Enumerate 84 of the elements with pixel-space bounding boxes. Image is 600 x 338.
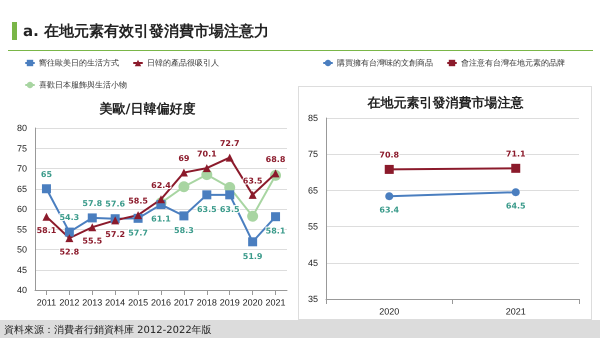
data-label: 69 bbox=[178, 154, 190, 164]
point bbox=[42, 212, 50, 221]
x-tick-label: 2020 bbox=[379, 306, 400, 316]
y-tick-label: 65 bbox=[16, 184, 27, 194]
y-tick-label: 35 bbox=[308, 294, 318, 304]
y-tick-label: 80 bbox=[16, 123, 27, 133]
point bbox=[511, 164, 520, 173]
data-label: 70.1 bbox=[196, 150, 218, 159]
data-label: 62.4 bbox=[151, 180, 172, 190]
data-label: 72.7 bbox=[220, 139, 240, 148]
point bbox=[202, 164, 211, 172]
data-label: 57.2 bbox=[105, 230, 126, 239]
point bbox=[247, 210, 258, 222]
chart-title: 美歐/日韓偏好度 bbox=[98, 101, 196, 117]
y-tick-label: 40 bbox=[16, 285, 27, 295]
source-note: 資料來源：消費者行銷資料庫 2012-2022年版 bbox=[4, 324, 212, 337]
x-tick-label: 2019 bbox=[220, 298, 240, 308]
legend-label: 購買擁有台灣味的文創商品 bbox=[337, 58, 433, 68]
x-tick-label: 2021 bbox=[266, 298, 286, 308]
y-tick-label: 55 bbox=[16, 224, 27, 234]
point bbox=[202, 190, 212, 200]
legend-label: 嚮往歐美日的生活方式 bbox=[39, 58, 119, 68]
point bbox=[248, 190, 257, 199]
point bbox=[65, 234, 74, 242]
y-tick-label: 85 bbox=[308, 113, 318, 123]
data-label: 71.1 bbox=[506, 149, 526, 158]
x-tick-label: 2018 bbox=[196, 298, 217, 308]
point bbox=[180, 168, 188, 177]
data-label: 55.5 bbox=[82, 236, 103, 246]
point bbox=[134, 211, 142, 220]
y-tick-label: 70 bbox=[16, 164, 27, 174]
y-tick-label: 75 bbox=[308, 149, 318, 160]
point bbox=[64, 228, 74, 237]
data-label: 58.3 bbox=[174, 226, 194, 235]
point bbox=[88, 223, 96, 232]
legend-label: 會注意有台灣在地元素的品牌 bbox=[461, 58, 565, 68]
data-label: 52.8 bbox=[59, 248, 80, 257]
y-tick-label: 75 bbox=[16, 143, 27, 154]
x-tick-label: 2021 bbox=[506, 306, 526, 316]
y-tick-label: 45 bbox=[308, 258, 318, 268]
data-label: 65 bbox=[40, 170, 52, 179]
y-tick-label: 60 bbox=[16, 204, 27, 214]
data-label: 57.6 bbox=[105, 200, 126, 209]
data-label: 58.1 bbox=[266, 226, 286, 236]
x-tick-label: 2017 bbox=[174, 298, 194, 308]
point bbox=[225, 190, 234, 200]
point bbox=[42, 184, 51, 194]
y-tick-label: 50 bbox=[16, 244, 27, 254]
text: a. 在地元素有效引發消費市場注意力 bbox=[12, 22, 270, 40]
x-tick-label: 2014 bbox=[105, 298, 126, 308]
point bbox=[157, 195, 165, 204]
point bbox=[272, 169, 280, 178]
x-tick-label: 2015 bbox=[128, 298, 148, 308]
point bbox=[271, 212, 280, 222]
data-label: 51.9 bbox=[242, 252, 263, 261]
chart-title: 在地元素引發消費市場注意 bbox=[366, 95, 524, 111]
y-tick-label: 45 bbox=[16, 264, 27, 275]
data-label: 58.1 bbox=[36, 226, 57, 236]
point bbox=[248, 237, 258, 246]
data-label: 64.5 bbox=[506, 202, 526, 211]
point bbox=[88, 213, 97, 222]
data-label: 63.4 bbox=[379, 206, 400, 215]
data-label: 58.5 bbox=[128, 196, 148, 206]
point bbox=[179, 211, 188, 220]
point bbox=[512, 188, 520, 196]
point bbox=[385, 192, 394, 200]
data-label: 68.8 bbox=[266, 154, 286, 164]
x-tick-label: 2011 bbox=[36, 298, 56, 308]
point bbox=[384, 164, 394, 174]
point bbox=[226, 154, 234, 162]
y-tick-label: 65 bbox=[308, 185, 318, 196]
x-tick-label: 2020 bbox=[242, 298, 263, 308]
x-tick-label: 2013 bbox=[82, 298, 102, 308]
data-label: 70.8 bbox=[379, 150, 400, 160]
legend-label: 喜歡日本服飾與生活小物 bbox=[39, 80, 127, 90]
data-label: 61.1 bbox=[151, 214, 172, 224]
data-label: 57.7 bbox=[128, 228, 148, 238]
data-label: 57.8 bbox=[82, 198, 103, 208]
y-tick-label: 55 bbox=[308, 222, 318, 232]
legend-label: 日韓的產品很吸引人 bbox=[147, 58, 219, 68]
x-tick-label: 2016 bbox=[150, 298, 172, 308]
point bbox=[178, 181, 190, 192]
x-tick-label: 2012 bbox=[59, 298, 80, 308]
data-label: 63.5 bbox=[196, 204, 218, 214]
